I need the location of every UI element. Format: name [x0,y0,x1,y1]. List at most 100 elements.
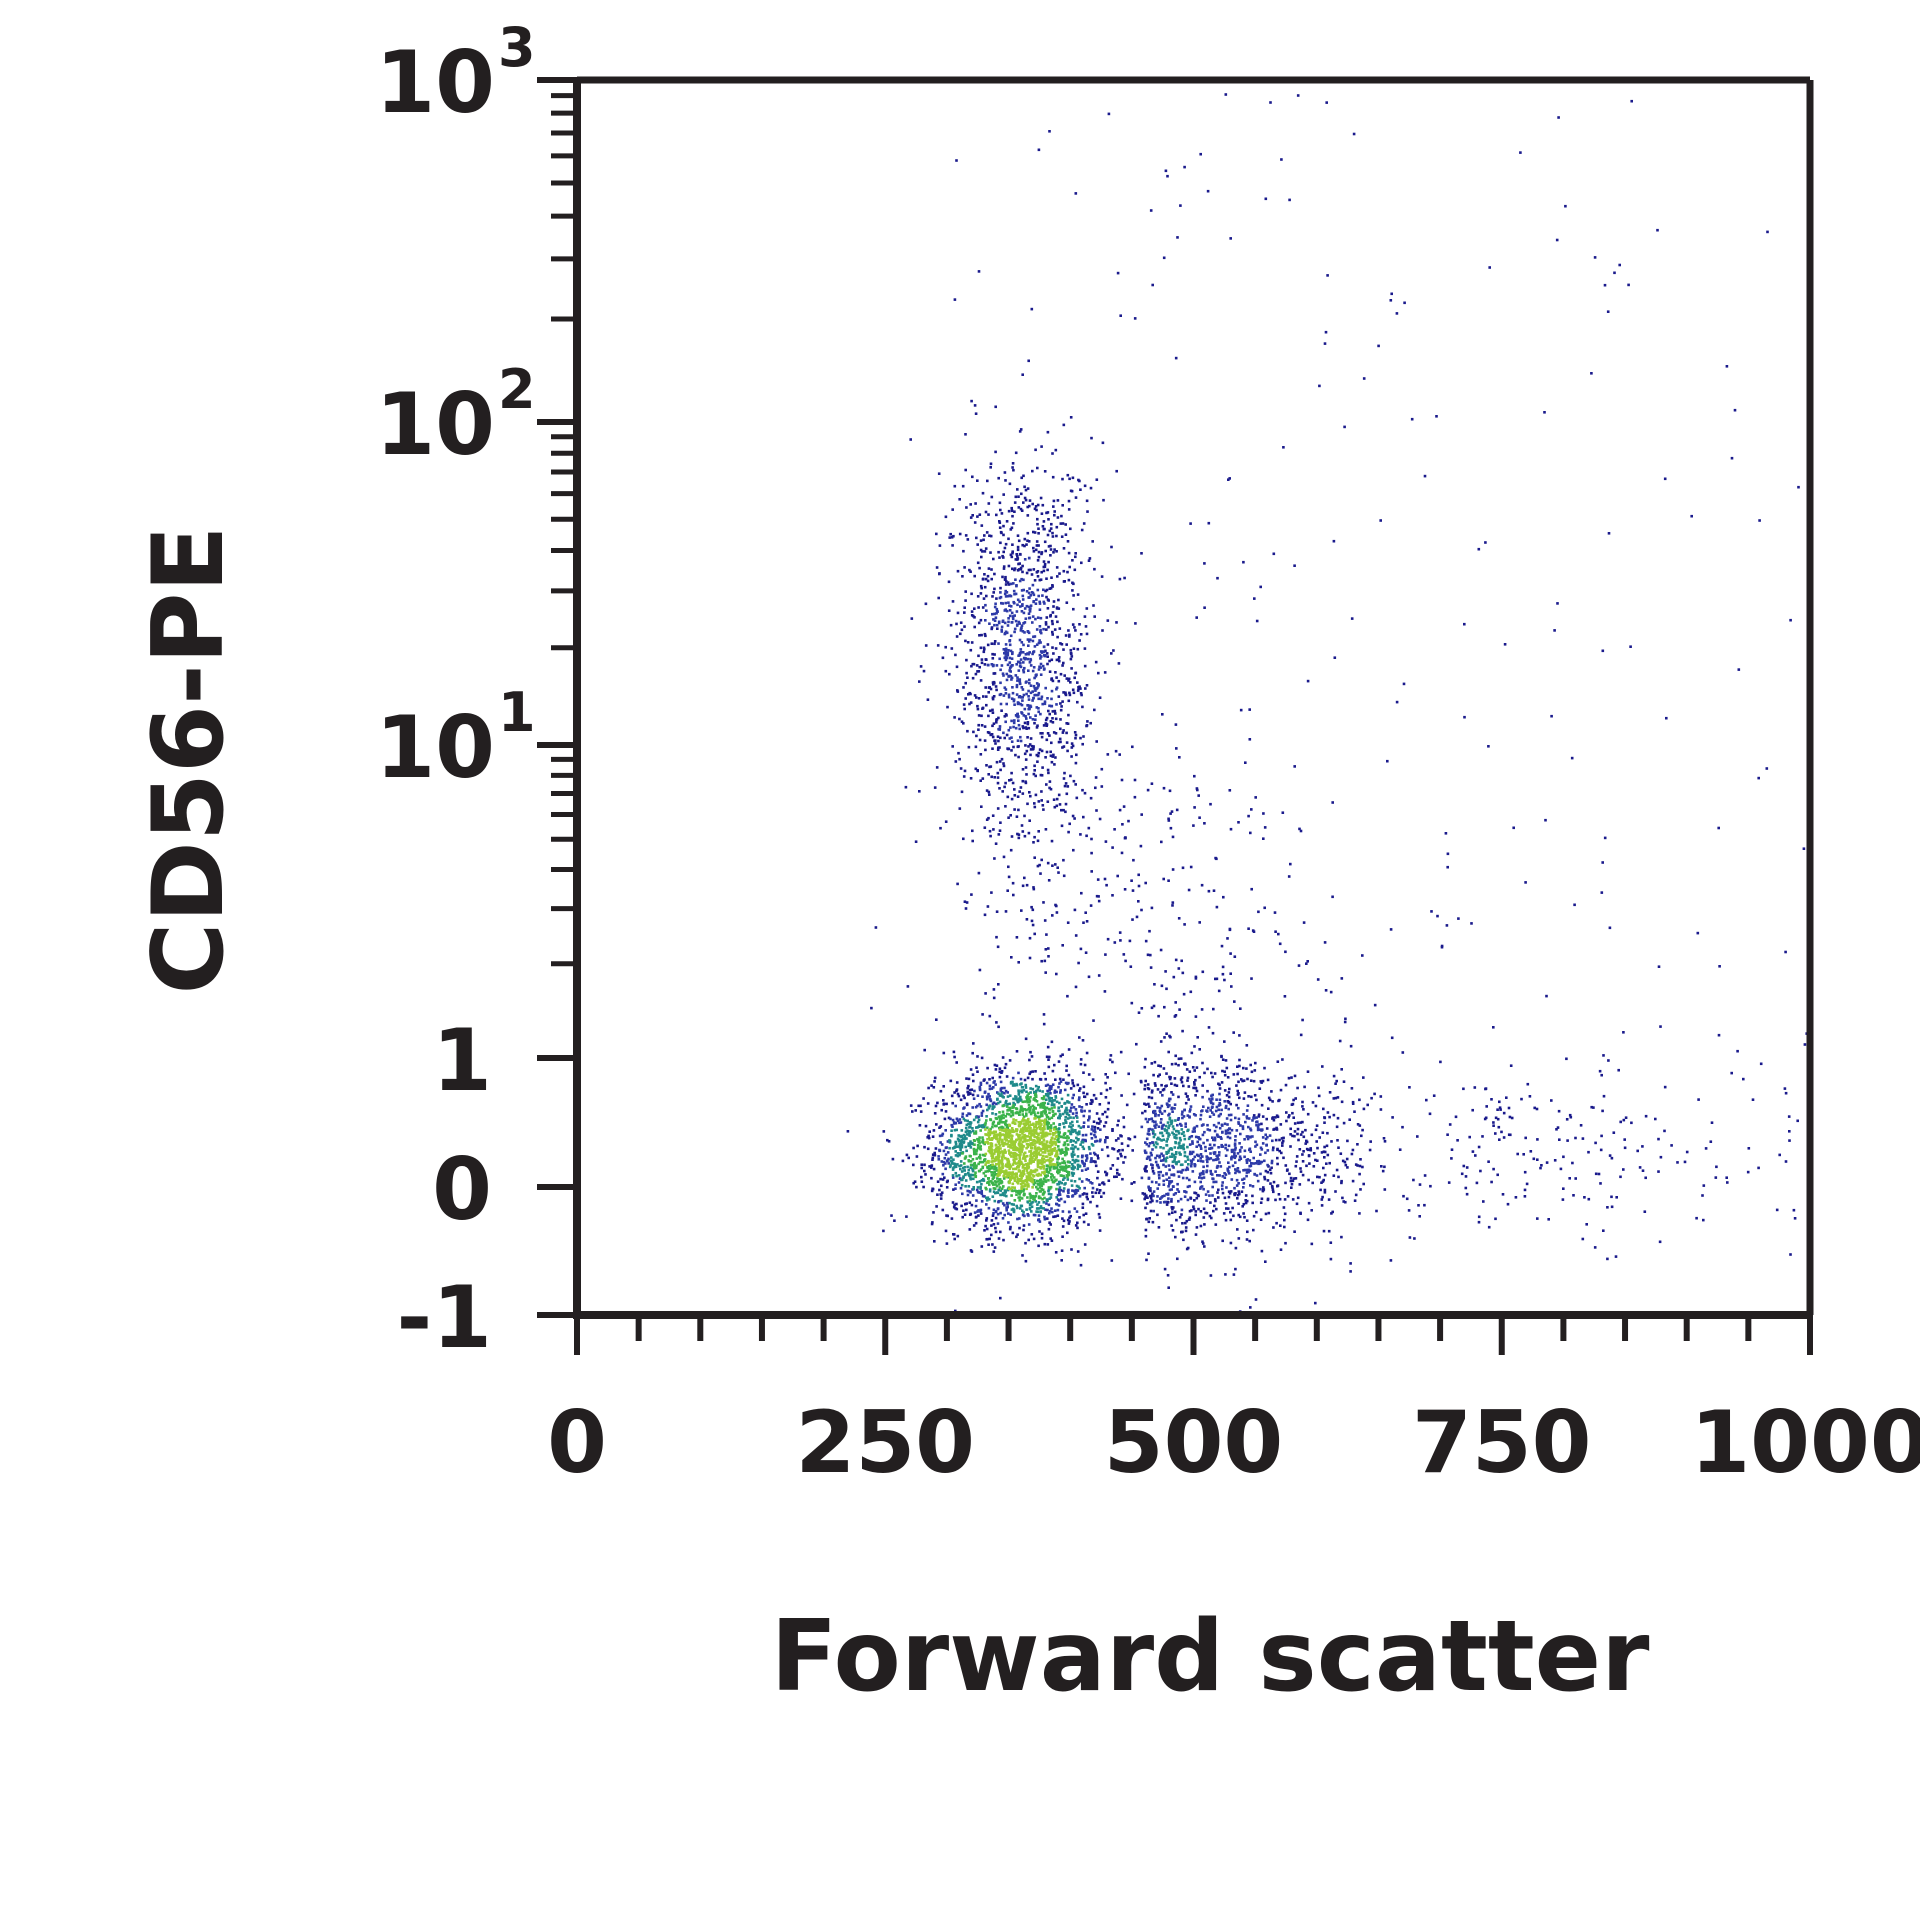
data-point [1803,1043,1807,1046]
data-point [971,1129,975,1133]
data-point [1076,1167,1080,1171]
data-point [1026,1196,1029,1199]
data-point [1259,1187,1262,1191]
data-point [962,1107,965,1110]
data-point [950,1133,953,1137]
data-point [985,531,989,534]
data-point [1010,736,1013,739]
data-point [983,534,986,537]
data-point [1276,1148,1279,1152]
data-point [1341,1196,1344,1200]
data-point [1043,1072,1046,1075]
data-point [1226,1167,1229,1171]
data-point [1195,1066,1199,1069]
data-point [1011,686,1014,689]
data-point [1188,1143,1192,1146]
data-point [1025,918,1029,921]
data-point [956,1092,960,1096]
data-point [1344,1163,1348,1167]
data-point [1256,1120,1259,1123]
data-point [975,1180,979,1184]
data-point [960,1183,964,1187]
data-point [966,1189,969,1193]
data-point [1080,1180,1084,1183]
data-point [951,600,955,603]
data-point [977,654,980,658]
data-point [1161,1174,1165,1177]
data-point [992,1183,995,1186]
data-point [1199,1117,1202,1121]
data-point [964,1155,968,1158]
data-point [1042,1207,1045,1210]
data-point [1045,1115,1049,1119]
data-point [1193,774,1196,778]
data-point [1008,1059,1012,1062]
data-point [1361,954,1364,957]
data-point [1141,1111,1144,1115]
data-point [1121,1177,1124,1181]
data-point [1043,654,1047,657]
data-point [944,669,948,673]
data-point [1162,1146,1165,1150]
data-point [985,818,989,821]
data-point [1166,1105,1170,1109]
data-point [993,642,996,646]
data-point [980,1189,983,1193]
data-point [994,405,997,409]
data-point [1028,706,1031,710]
data-point [1523,1188,1527,1192]
data-point [1019,627,1023,631]
data-point [1445,924,1449,927]
data-point [1167,1164,1171,1167]
data-point [977,714,981,717]
data-point [939,1125,943,1128]
data-point [1004,575,1007,579]
data-point [1094,1140,1097,1143]
data-point [1008,1113,1011,1116]
data-point [1277,932,1280,936]
data-point [1033,507,1037,511]
data-point [1256,1128,1260,1132]
data-point [1163,1036,1166,1039]
data-point [1456,1139,1459,1142]
data-point [1029,658,1033,662]
data-point [998,520,1001,523]
data-point [1002,533,1005,537]
data-point [1214,1109,1218,1113]
data-point [1035,544,1039,547]
data-point [968,568,971,572]
data-point [1010,621,1014,624]
data-point [994,742,997,745]
data-point [1179,1138,1182,1142]
data-point [1253,1094,1257,1097]
data-point [1016,534,1020,537]
data-point [1074,555,1077,559]
data-point [1024,488,1028,492]
data-point [1037,594,1040,598]
data-point [1058,1101,1061,1105]
data-point [1298,827,1301,831]
data-point [1349,1262,1352,1265]
data-point [1087,1125,1090,1128]
data-point [1110,545,1113,549]
data-point [988,622,991,625]
data-point [979,1160,983,1164]
data-point [999,1199,1003,1203]
data-point [944,515,948,519]
data-point [1268,1168,1272,1172]
data-point [1154,1156,1157,1160]
data-point [1012,1083,1016,1086]
data-point [1147,1144,1151,1148]
data-point [998,1075,1002,1079]
data-point [1167,1151,1170,1154]
data-point [995,935,998,939]
data-point [1290,1076,1293,1079]
data-point [1181,1222,1184,1225]
data-point [987,502,991,505]
data-point [1048,1111,1051,1115]
data-point [1090,1157,1093,1160]
data-point [1038,653,1042,657]
data-point [1049,1223,1052,1226]
data-point [1309,1148,1313,1152]
data-point [1152,1073,1155,1077]
